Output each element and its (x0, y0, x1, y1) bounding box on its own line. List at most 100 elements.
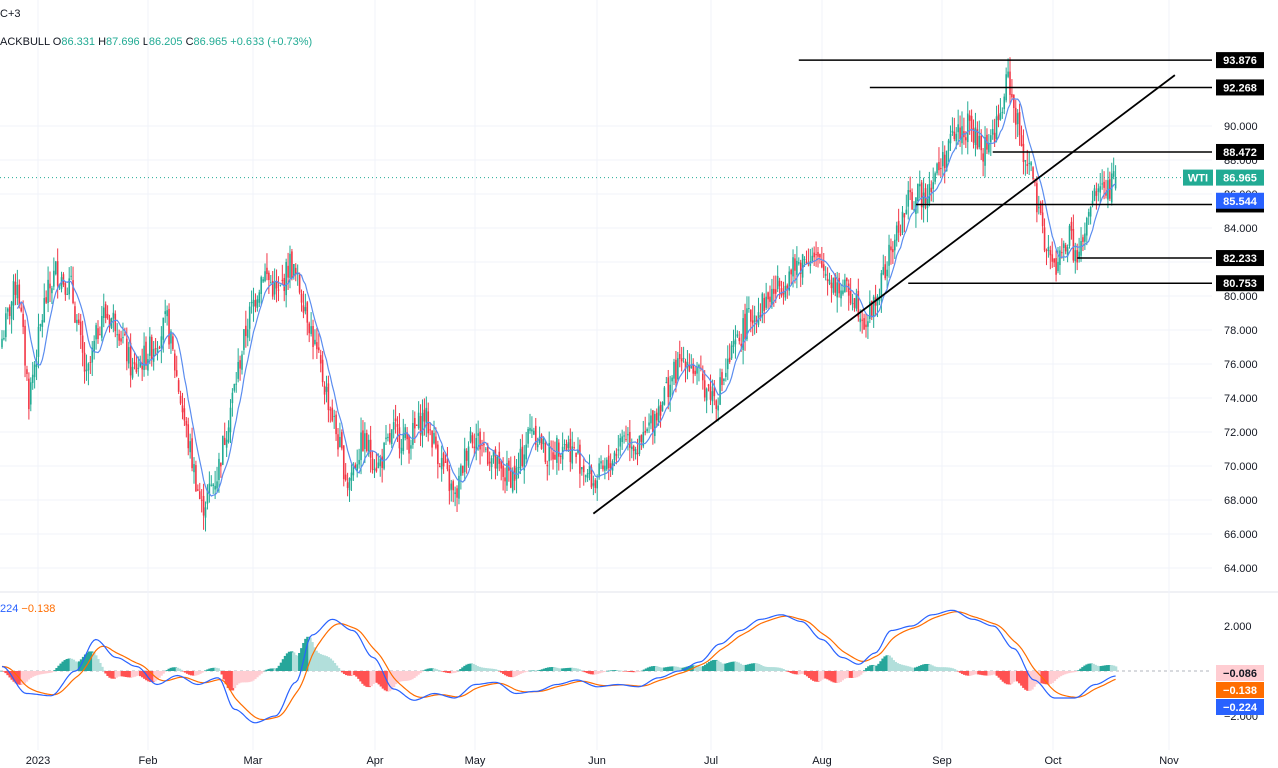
candle-body (314, 339, 316, 345)
candle-body (753, 315, 756, 322)
macd-histogram-bar (108, 671, 112, 678)
macd-histogram-bar (657, 666, 661, 671)
macd-histogram-bar (430, 668, 435, 671)
macd-histogram-bar (867, 666, 871, 671)
macd-histogram-bar (395, 671, 400, 683)
candle-body (1099, 186, 1102, 193)
macd-histogram-bar (612, 670, 616, 671)
candle-body (108, 318, 111, 327)
candle-body (822, 264, 825, 271)
candle-body (1093, 188, 1096, 201)
candle-body (880, 273, 883, 298)
candle-body (907, 190, 910, 207)
macd-histogram-bar (495, 669, 500, 671)
macd-histogram-bar (667, 666, 671, 671)
macd-histogram-bar (767, 667, 771, 671)
macd-histogram-bar (398, 671, 402, 682)
macd-histogram-bar (924, 663, 928, 671)
candle-body (663, 387, 666, 405)
macd-histogram-bar (871, 664, 875, 671)
macd-histogram-bar (414, 671, 418, 677)
macd-histogram-bar (489, 668, 494, 671)
candle-body (287, 265, 289, 278)
candle-body (855, 294, 858, 309)
candle-body (872, 296, 875, 317)
price-tick-label: 84.000 (1224, 223, 1258, 235)
macd-histogram-bar (628, 671, 632, 672)
candle-body (742, 318, 744, 351)
candle-body (1024, 160, 1027, 162)
candle-body (76, 319, 78, 324)
candle-body (890, 246, 892, 251)
candle-body (667, 377, 670, 398)
macd-histogram-bar (583, 671, 588, 673)
candle-body (630, 446, 633, 450)
candle-body (707, 384, 710, 387)
candle-body (559, 455, 562, 457)
candle-body (590, 467, 593, 488)
candle-body (847, 283, 850, 296)
candle-body (281, 279, 284, 281)
macd-histogram-bar (530, 670, 534, 672)
macd-histogram-bar (281, 659, 286, 671)
candle-body (1013, 94, 1015, 109)
candle-body (266, 267, 268, 275)
candle-body (748, 308, 750, 310)
candle-body (74, 306, 76, 323)
candle-body (465, 450, 468, 461)
macd-histogram-bar (944, 667, 949, 671)
candle-body (396, 423, 399, 427)
candle-body (116, 334, 118, 336)
price-tick-label: 78.000 (1224, 325, 1258, 337)
macd-histogram-bar (453, 671, 457, 673)
macd-histogram-bar (844, 671, 849, 679)
macd-histogram-bar (630, 671, 634, 673)
candle-body (179, 395, 182, 404)
candle-body (191, 438, 193, 469)
macd-histogram-bar (179, 669, 184, 671)
macd-histogram-bar (1044, 671, 1048, 685)
macd-histogram-bar (361, 671, 365, 684)
macd-histogram-bar (149, 671, 153, 683)
macd-histogram-bar (2, 671, 6, 672)
macd-histogram-bar (389, 671, 394, 690)
macd-histogram-bar (697, 666, 702, 671)
candle-body (901, 211, 904, 233)
candle-body (1064, 245, 1067, 252)
candle-body (546, 464, 549, 467)
macd-histogram-bar (289, 651, 294, 671)
candle-body (801, 254, 804, 278)
candle-body (54, 261, 57, 275)
macd-histogram-bar (818, 671, 822, 682)
candle-body (598, 463, 600, 478)
macd-histogram-bar (192, 671, 196, 676)
candle-body (680, 358, 683, 362)
candle-body (348, 478, 351, 491)
candle-body (582, 465, 585, 473)
candle-body (277, 289, 280, 291)
macd-histogram-bar (736, 662, 740, 671)
trendline[interactable] (592, 74, 1176, 515)
candle-body (377, 462, 380, 468)
candle-body (431, 430, 433, 448)
candle-body (584, 475, 587, 477)
candle-body (594, 480, 597, 488)
macd-histogram-bar (98, 662, 102, 671)
candle-body (1074, 250, 1077, 262)
candle-body (563, 444, 566, 446)
macd-histogram-bar (895, 663, 900, 671)
candle-body (930, 187, 933, 192)
macd-histogram-bar (491, 668, 496, 671)
macd-histogram-bar (724, 663, 728, 671)
candle-body (252, 299, 255, 307)
macd-histogram-bar (236, 671, 241, 684)
macd-histogram-bar (277, 665, 282, 671)
macd-histogram-bar (659, 667, 663, 671)
macd-histogram-bar (901, 665, 906, 671)
candle-body (104, 304, 107, 318)
macd-histogram-bar (436, 669, 441, 671)
macd-histogram-bar (920, 665, 924, 671)
candle-body (421, 412, 424, 437)
candle-body (506, 463, 508, 486)
